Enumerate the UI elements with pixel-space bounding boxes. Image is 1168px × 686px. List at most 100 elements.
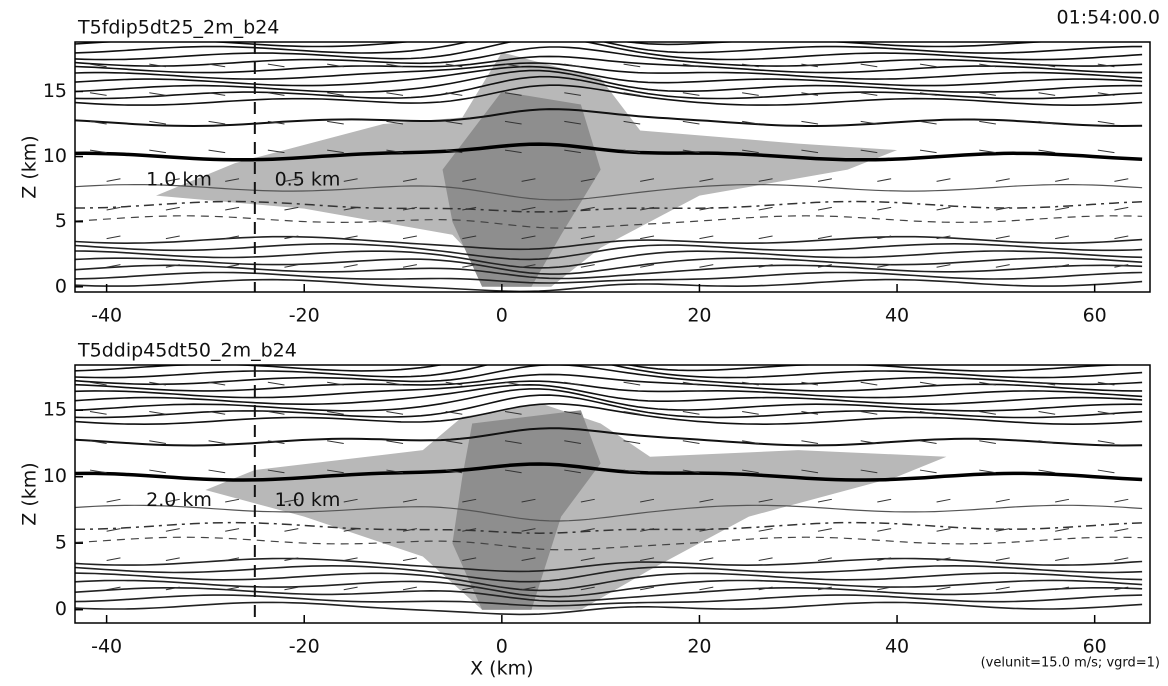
wind-arrow bbox=[225, 499, 239, 502]
wind-arrow bbox=[699, 587, 713, 590]
wind-arrow bbox=[107, 179, 121, 182]
contour-line bbox=[75, 395, 1142, 417]
wind-arrow bbox=[759, 558, 773, 561]
contour-line bbox=[75, 38, 1142, 60]
x-axis-label: X (km) bbox=[470, 658, 533, 680]
y-axis-label: Z (km) bbox=[19, 462, 41, 525]
wind-arrow bbox=[166, 236, 180, 239]
wind-arrow bbox=[996, 236, 1010, 239]
wind-arrow bbox=[107, 236, 121, 239]
wind-arrow bbox=[996, 265, 1010, 268]
wind-arrow bbox=[759, 207, 773, 210]
wind-arrow bbox=[1114, 207, 1128, 210]
contour-line bbox=[75, 404, 1142, 424]
x-tick-label: -40 bbox=[91, 636, 122, 658]
x-tick-label: -20 bbox=[289, 636, 320, 658]
wind-arrow bbox=[107, 499, 121, 502]
wind-arrow bbox=[166, 529, 180, 532]
wind-arrow bbox=[920, 382, 937, 385]
panel-title: T5fdip5dt25_2m_b24 bbox=[77, 17, 279, 39]
wind-arrow bbox=[344, 236, 358, 239]
panel-title: T5ddip45dt50_2m_b24 bbox=[77, 340, 297, 362]
wind-arrow bbox=[90, 93, 107, 96]
wind-arrow bbox=[818, 179, 832, 182]
wind-arrow bbox=[209, 150, 226, 153]
wind-arrow bbox=[344, 587, 358, 590]
wind-arrow bbox=[699, 558, 713, 561]
wind-arrow bbox=[225, 529, 239, 532]
annotation: 2.0 km bbox=[146, 489, 212, 511]
y-tick-label: 5 bbox=[55, 210, 67, 232]
wind-arrow bbox=[801, 441, 818, 444]
wind-arrow bbox=[1114, 558, 1128, 561]
wind-arrow bbox=[149, 93, 166, 96]
wind-arrow bbox=[1055, 236, 1069, 239]
wind-arrow bbox=[937, 587, 951, 590]
wind-arrow bbox=[166, 207, 180, 210]
wind-arrow bbox=[1039, 412, 1056, 415]
y-tick-label: 5 bbox=[55, 532, 67, 554]
wind-arrow bbox=[107, 558, 121, 561]
x-tick-label: -20 bbox=[289, 305, 320, 327]
wind-arrow bbox=[386, 441, 403, 444]
wind-arrow bbox=[149, 441, 166, 444]
wind-arrow bbox=[818, 207, 832, 210]
y-axis-label: Z (km) bbox=[19, 135, 41, 198]
wind-arrow bbox=[344, 558, 358, 561]
wind-arrow bbox=[861, 93, 878, 96]
wind-arrow bbox=[403, 558, 417, 561]
wind-arrow bbox=[149, 470, 166, 473]
wind-arrow bbox=[920, 121, 937, 124]
wind-arrow bbox=[209, 441, 226, 444]
wind-arrow bbox=[268, 382, 285, 385]
timestamp: 01:54:00.0 bbox=[1057, 7, 1160, 29]
wind-arrow bbox=[996, 558, 1010, 561]
wind-arrow bbox=[877, 499, 891, 502]
wind-arrow bbox=[624, 64, 641, 67]
wind-arrow bbox=[1039, 93, 1056, 96]
wind-arrow bbox=[801, 121, 818, 124]
wind-arrow bbox=[861, 412, 878, 415]
wind-arrow bbox=[166, 558, 180, 561]
wind-arrow bbox=[403, 236, 417, 239]
wind-arrow bbox=[386, 412, 403, 415]
annotation: 0.5 km bbox=[275, 169, 341, 191]
x-tick-label: -40 bbox=[91, 305, 122, 327]
y-tick-label: 0 bbox=[55, 598, 67, 620]
wind-arrow bbox=[327, 441, 344, 444]
wind-arrow bbox=[877, 207, 891, 210]
y-tick-label: 10 bbox=[43, 145, 67, 167]
wind-arrow bbox=[920, 470, 937, 473]
wind-arrow bbox=[1098, 121, 1115, 124]
wind-arrow bbox=[742, 93, 759, 96]
wind-arrow bbox=[920, 64, 937, 67]
wind-arrow bbox=[149, 121, 166, 124]
x-tick-label: 40 bbox=[885, 636, 909, 658]
wind-arrow bbox=[683, 121, 700, 124]
wind-arrow bbox=[624, 382, 641, 385]
wind-arrow bbox=[979, 441, 996, 444]
figure: -40-200204060051015T5fdip5dt25_2m_b2401:… bbox=[0, 0, 1168, 686]
wind-arrow bbox=[937, 529, 951, 532]
wind-arrow bbox=[979, 93, 996, 96]
wind-arrow bbox=[877, 529, 891, 532]
wind-arrow bbox=[818, 499, 832, 502]
wind-arrow bbox=[742, 412, 759, 415]
wind-arrow bbox=[683, 93, 700, 96]
wind-arrow bbox=[1055, 179, 1069, 182]
x-tick-label: 60 bbox=[1083, 305, 1107, 327]
wind-arrow bbox=[640, 236, 654, 239]
wind-arrow bbox=[1114, 529, 1128, 532]
wind-arrow bbox=[979, 121, 996, 124]
wind-arrow bbox=[1098, 150, 1115, 153]
wind-arrow bbox=[1055, 529, 1069, 532]
wind-arrow bbox=[683, 441, 700, 444]
y-tick-label: 15 bbox=[43, 399, 67, 421]
wind-arrow bbox=[861, 64, 878, 67]
wind-arrow bbox=[268, 64, 285, 67]
wind-arrow bbox=[209, 121, 226, 124]
x-tick-label: 40 bbox=[885, 305, 909, 327]
annotation: 1.0 km bbox=[146, 169, 212, 191]
y-tick-label: 10 bbox=[43, 465, 67, 487]
wind-arrow bbox=[699, 265, 713, 268]
